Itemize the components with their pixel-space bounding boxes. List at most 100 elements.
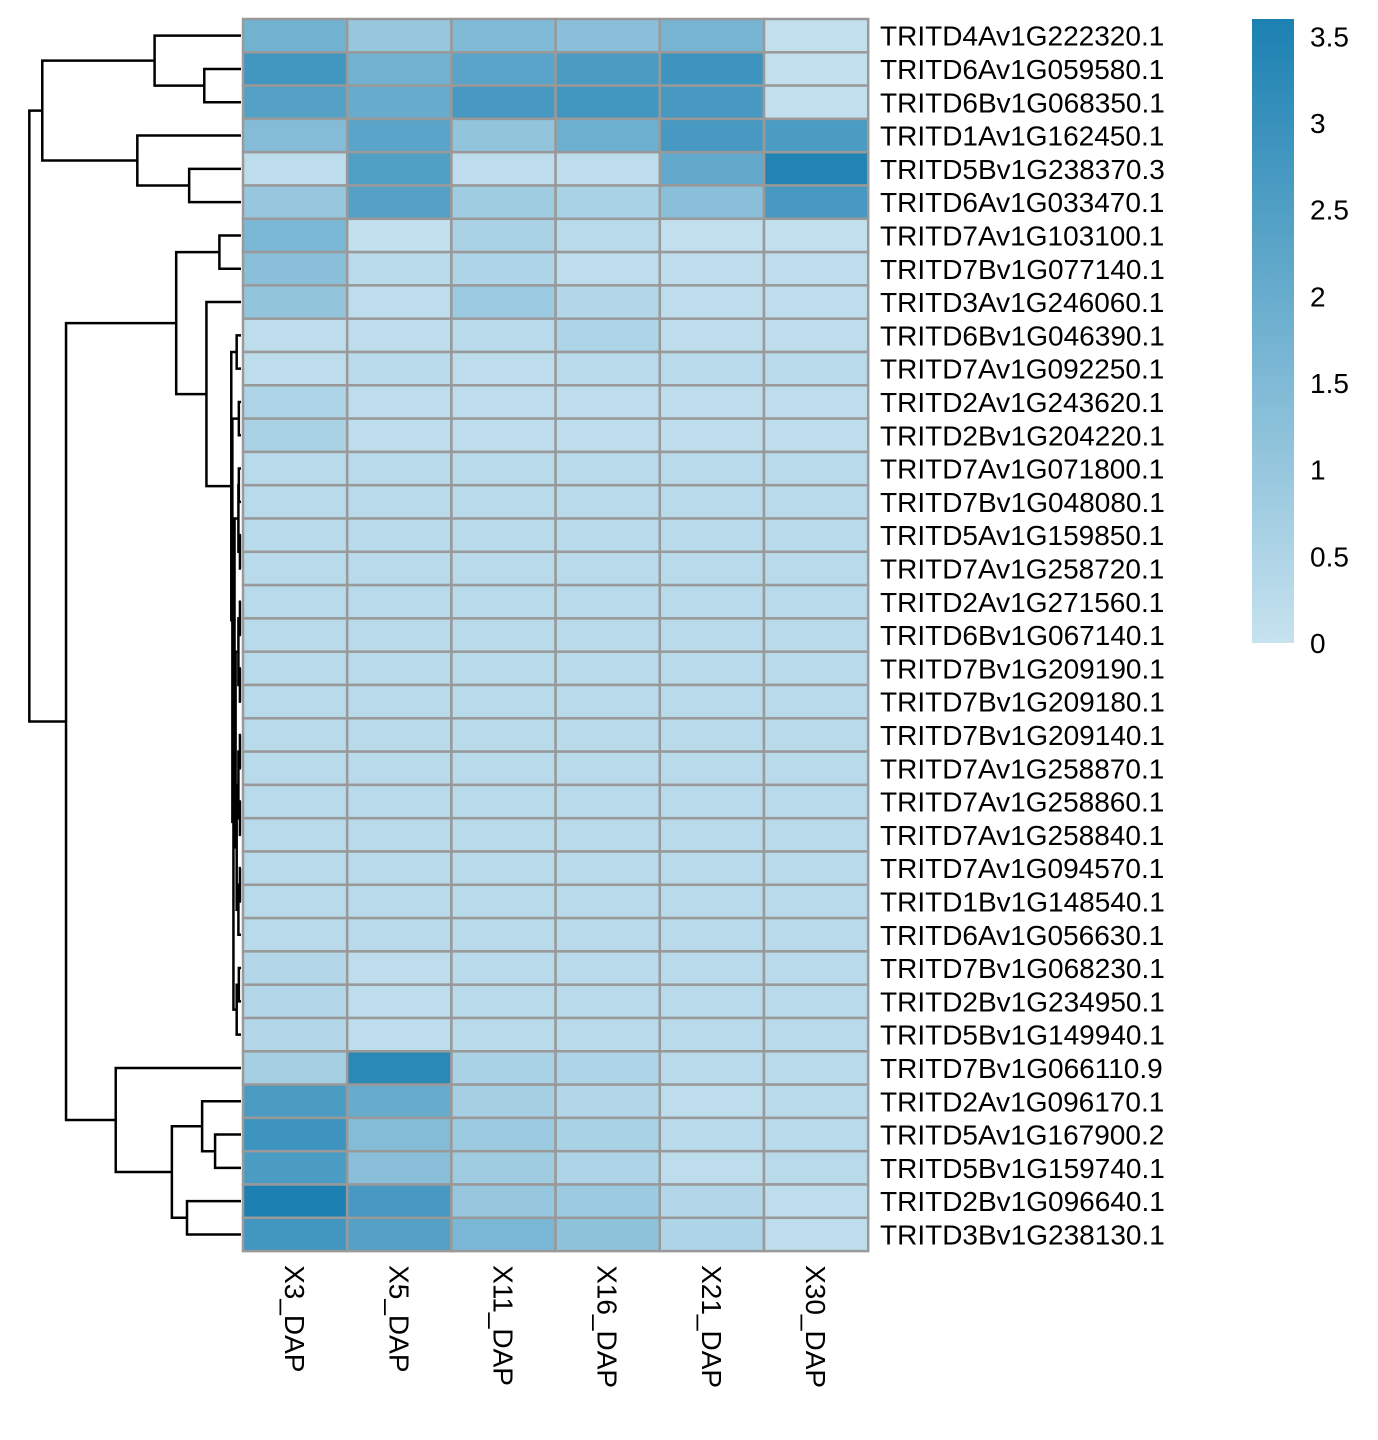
dendrogram-branch (238, 866, 242, 903)
heatmap-cell (241, 916, 349, 953)
heatmap-cell (554, 1149, 662, 1186)
heatmap-cell (554, 84, 662, 121)
heatmap-cell (762, 317, 870, 354)
legend-tick-label: 2.5 (1310, 195, 1349, 226)
heatmap-cell (658, 1016, 766, 1053)
row-label: TRITD5Bv1G238370.3 (880, 154, 1165, 185)
heatmap-cell (762, 950, 870, 986)
heatmap-cell (345, 550, 453, 587)
heatmap-cell (241, 1050, 349, 1086)
dendrogram-branch (200, 1100, 241, 1153)
heatmap-cell (345, 1016, 453, 1053)
heatmap-cell (241, 617, 349, 653)
heatmap-cell (450, 783, 557, 820)
heatmap-cell (762, 217, 870, 254)
heatmap-cell (345, 650, 453, 687)
heatmap-cell (241, 650, 349, 687)
heatmap-cell (554, 350, 662, 387)
row-label: TRITD1Av1G162450.1 (880, 121, 1164, 152)
heatmap-cell (762, 84, 870, 121)
legend-tick-label: 2 (1310, 281, 1326, 312)
heatmap-cell (658, 184, 766, 221)
heatmap-cell (658, 483, 766, 520)
row-label: TRITD7Av1G094570.1 (880, 853, 1164, 884)
heatmap-cell (450, 150, 557, 187)
heatmap-cell (345, 1216, 453, 1253)
heatmap-cell (658, 150, 766, 187)
heatmap-cell (241, 384, 349, 420)
legend-tick-label: 1 (1310, 455, 1326, 486)
dendrogram-branch (238, 533, 242, 570)
heatmap-cell (762, 517, 870, 554)
heatmap-cell (762, 850, 870, 887)
dendrogram-branch (64, 321, 177, 1122)
heatmap-cell (658, 417, 766, 454)
heatmap-cell (345, 250, 453, 287)
dendrogram-branch (237, 966, 241, 1003)
dendrogram-branch (238, 800, 242, 837)
heatmap-cell (450, 583, 557, 620)
heatmap-cell (450, 1149, 557, 1186)
heatmap-cell (241, 84, 349, 121)
row-label: TRITD3Av1G246060.1 (880, 287, 1164, 318)
row-label: TRITD5Bv1G159740.1 (880, 1153, 1165, 1184)
heatmap-cell (658, 517, 766, 554)
heatmap-cell (658, 217, 766, 254)
heatmap-cell (658, 450, 766, 487)
column-label: X30_DAP (800, 1265, 831, 1388)
heatmap-cell (554, 150, 662, 187)
heatmap-cell (762, 417, 870, 454)
heatmap-cell (762, 983, 870, 1020)
heatmap-cell (762, 1016, 870, 1053)
row-label: TRITD2Av1G243620.1 (880, 387, 1164, 418)
heatmap-cell (345, 916, 453, 953)
heatmap-cell (450, 184, 557, 221)
column-label: X21_DAP (696, 1265, 727, 1388)
heatmap-cell (450, 916, 557, 953)
heatmap-cell (345, 783, 453, 820)
heatmap-cell (450, 717, 557, 753)
heatmap-cell (345, 317, 453, 354)
heatmap-cell (762, 150, 870, 187)
heatmap-cell (241, 1116, 349, 1153)
row-label: TRITD2Bv1G096640.1 (880, 1186, 1165, 1217)
heatmap-cell (241, 117, 349, 154)
heatmap-cell (658, 284, 766, 320)
heatmap-cell (241, 184, 349, 221)
heatmap-cell (554, 450, 662, 487)
heatmap-cell (345, 583, 453, 620)
row-label: TRITD7Av1G258860.1 (880, 787, 1164, 818)
heatmap-cell (762, 617, 870, 653)
heatmap-cell (554, 617, 662, 653)
heatmap-cell (241, 783, 349, 820)
row-label: TRITD6Av1G059580.1 (880, 54, 1164, 85)
heatmap-cell (554, 650, 662, 687)
row-label: TRITD7Bv1G077140.1 (880, 254, 1165, 285)
row-label: TRITD7Bv1G209180.1 (880, 687, 1165, 718)
heatmap-cell (554, 683, 662, 720)
heatmap-cell (554, 184, 662, 221)
dendrogram-branch (218, 234, 241, 270)
heatmap-cell (241, 750, 349, 787)
heatmap-cell (345, 217, 453, 254)
heatmap-cell (762, 284, 870, 320)
row-label: TRITD7Av1G258840.1 (880, 820, 1164, 851)
row-label: TRITD7Bv1G068230.1 (880, 953, 1165, 984)
heatmap-cell (554, 51, 662, 87)
legend-tick-label: 3 (1310, 108, 1326, 139)
heatmap-cell (241, 1216, 349, 1253)
heatmap-cell (554, 1216, 662, 1253)
heatmap-cell (450, 317, 557, 354)
heatmap-cell (450, 51, 557, 87)
dendrogram-branch (174, 250, 220, 396)
heatmap-cell (345, 1183, 453, 1220)
heatmap-cell (554, 17, 662, 54)
heatmap-cell (762, 650, 870, 687)
heatmap-cell (345, 284, 453, 320)
row-label: TRITD7Bv1G209190.1 (880, 653, 1165, 684)
heatmap-cell (450, 117, 557, 154)
heatmap-cell (762, 1216, 870, 1253)
heatmap-cell (554, 1083, 662, 1120)
heatmap-cell (450, 284, 557, 320)
